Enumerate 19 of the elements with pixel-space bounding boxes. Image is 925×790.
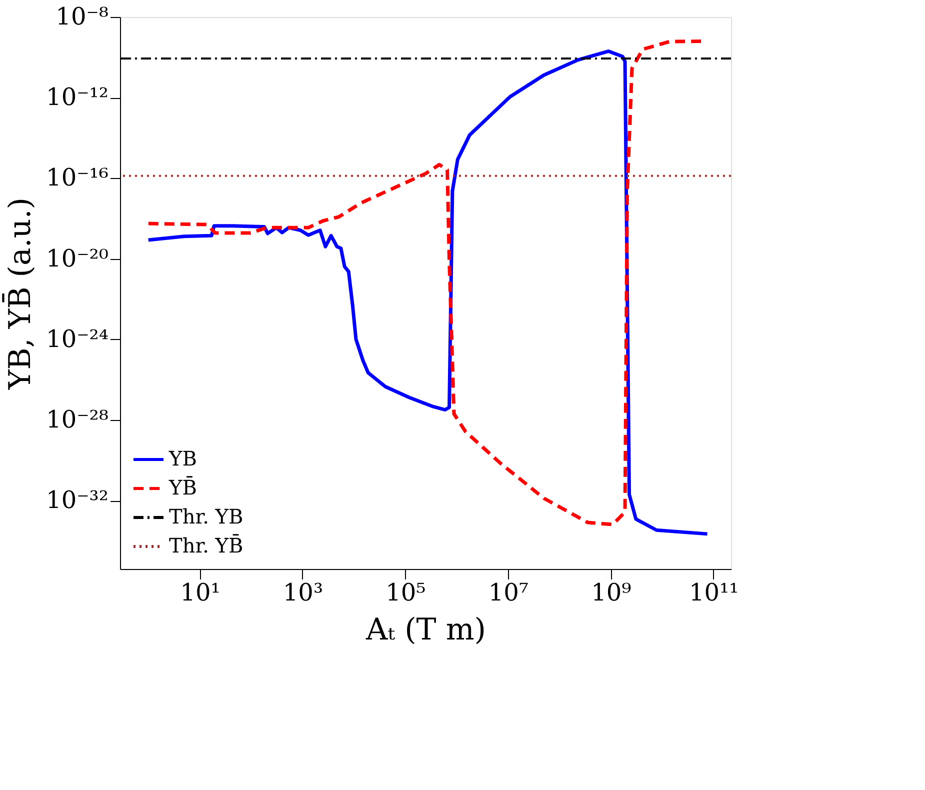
legend-label: Thr. YB: [169, 504, 244, 528]
x-axis-title: Aₜ (T m): [365, 612, 486, 648]
x-tick-label: 10¹: [180, 578, 220, 606]
legend-label: Thr. YB̄: [169, 534, 244, 558]
y-tick-label: 10⁻²⁸: [46, 405, 108, 434]
x-tick-label: 10¹¹: [689, 578, 739, 606]
x-tick-label: 10⁹: [591, 578, 632, 606]
y-tick-label: 10⁻¹⁶: [46, 164, 108, 192]
legend-label: YB̄: [168, 476, 197, 500]
x-tick-label: 10⁵: [386, 578, 426, 606]
y-axis-title: YB, YB̄ (a.u.): [2, 198, 38, 390]
legend-label: YB: [168, 446, 197, 470]
y-tick-label: 10⁻²⁴: [46, 324, 108, 353]
x-tick-label: 10³: [282, 578, 324, 606]
y-tick-label: 10⁻⁸: [56, 2, 108, 30]
y-tick-label: 10⁻³²: [46, 486, 108, 514]
y-tick-label: 10⁻¹²: [46, 83, 108, 112]
y-tick-label: 10⁻²⁰: [46, 244, 108, 272]
x-tick-label: 10⁷: [488, 578, 529, 606]
